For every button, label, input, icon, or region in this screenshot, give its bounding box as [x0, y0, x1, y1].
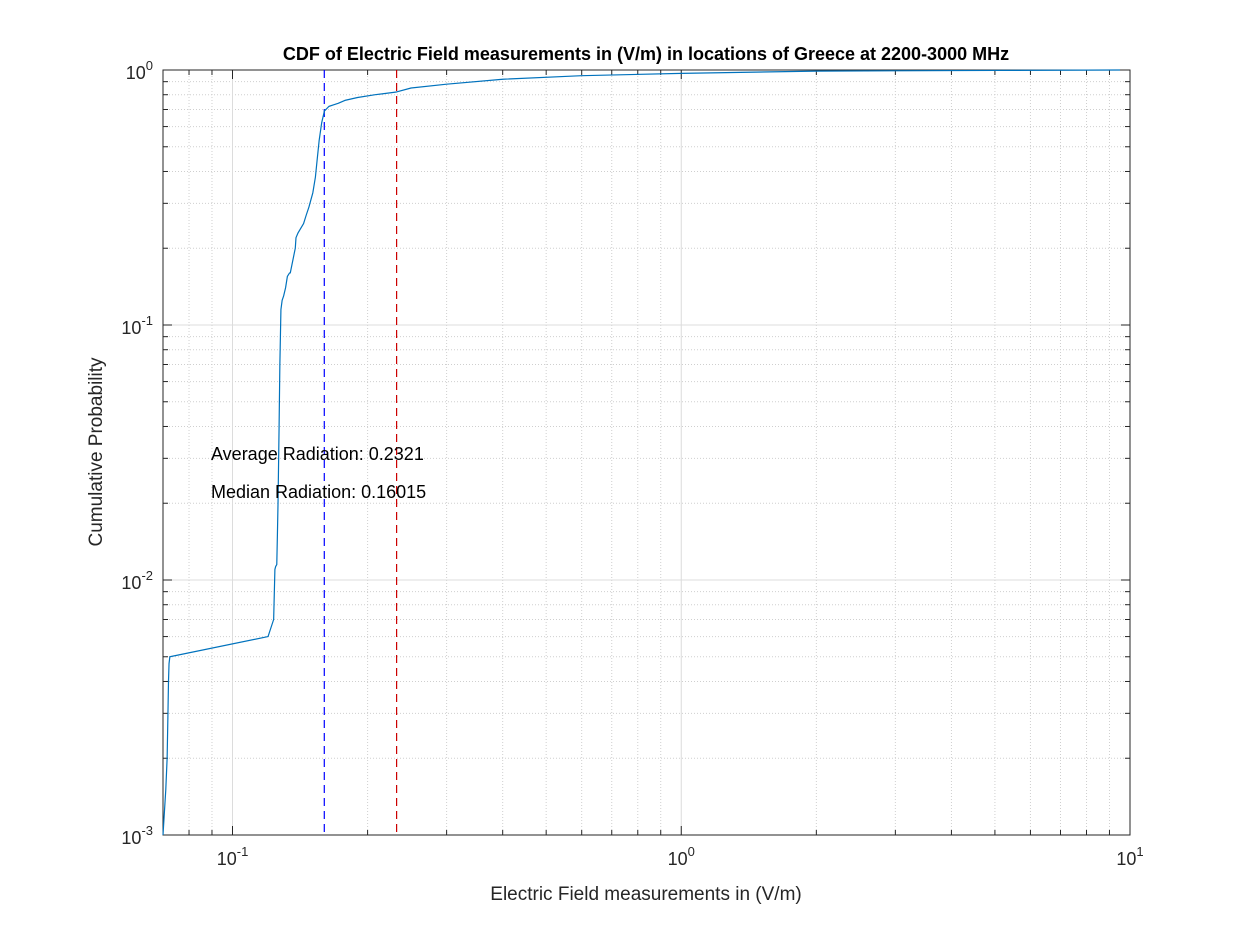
median-radiation-annotation: Median Radiation: 0.16015	[211, 482, 426, 502]
x-tick-label: 10-1	[217, 844, 249, 869]
x-tick-label-base: 10	[217, 849, 237, 869]
x-tick-label-exponent: 1	[1136, 844, 1143, 859]
plot-area-border	[162, 69, 1131, 836]
y-tick-label-base: 10	[121, 318, 141, 338]
minor-grid	[163, 70, 1130, 835]
chart-title: CDF of Electric Field measurements in (V…	[283, 44, 1009, 64]
y-tick-label-exponent: -3	[141, 823, 153, 838]
x-tick-label-exponent: -1	[237, 844, 249, 859]
y-tick-label: 10-1	[121, 313, 153, 338]
y-tick-label-exponent: -1	[141, 313, 153, 328]
y-tick-label-exponent: 0	[146, 58, 153, 73]
y-tick-label-base: 10	[121, 828, 141, 848]
y-tick-label: 100	[126, 58, 153, 83]
y-tick-label-base: 10	[126, 63, 146, 83]
x-tick-label-base: 10	[1116, 849, 1136, 869]
y-axis-label: Cumulative Probability	[86, 357, 107, 547]
x-tick-label: 101	[1116, 844, 1143, 869]
y-tick-label-exponent: -2	[141, 568, 153, 583]
y-tick-label-base: 10	[121, 573, 141, 593]
x-tick-label: 100	[668, 844, 695, 869]
x-tick-label-base: 10	[668, 849, 688, 869]
series-layer	[162, 69, 1121, 836]
average-radiation-annotation: Average Radiation: 0.2321	[211, 444, 424, 464]
y-tick-label: 10-3	[121, 823, 153, 848]
y-tick-label: 10-2	[121, 568, 153, 593]
reference-lines	[323, 70, 398, 835]
x-tick-label-exponent: 0	[688, 844, 695, 859]
x-axis-label: Electric Field measurements in (V/m)	[490, 884, 801, 905]
cdf-series-line	[162, 69, 1121, 836]
axis-ticks	[163, 69, 1131, 836]
